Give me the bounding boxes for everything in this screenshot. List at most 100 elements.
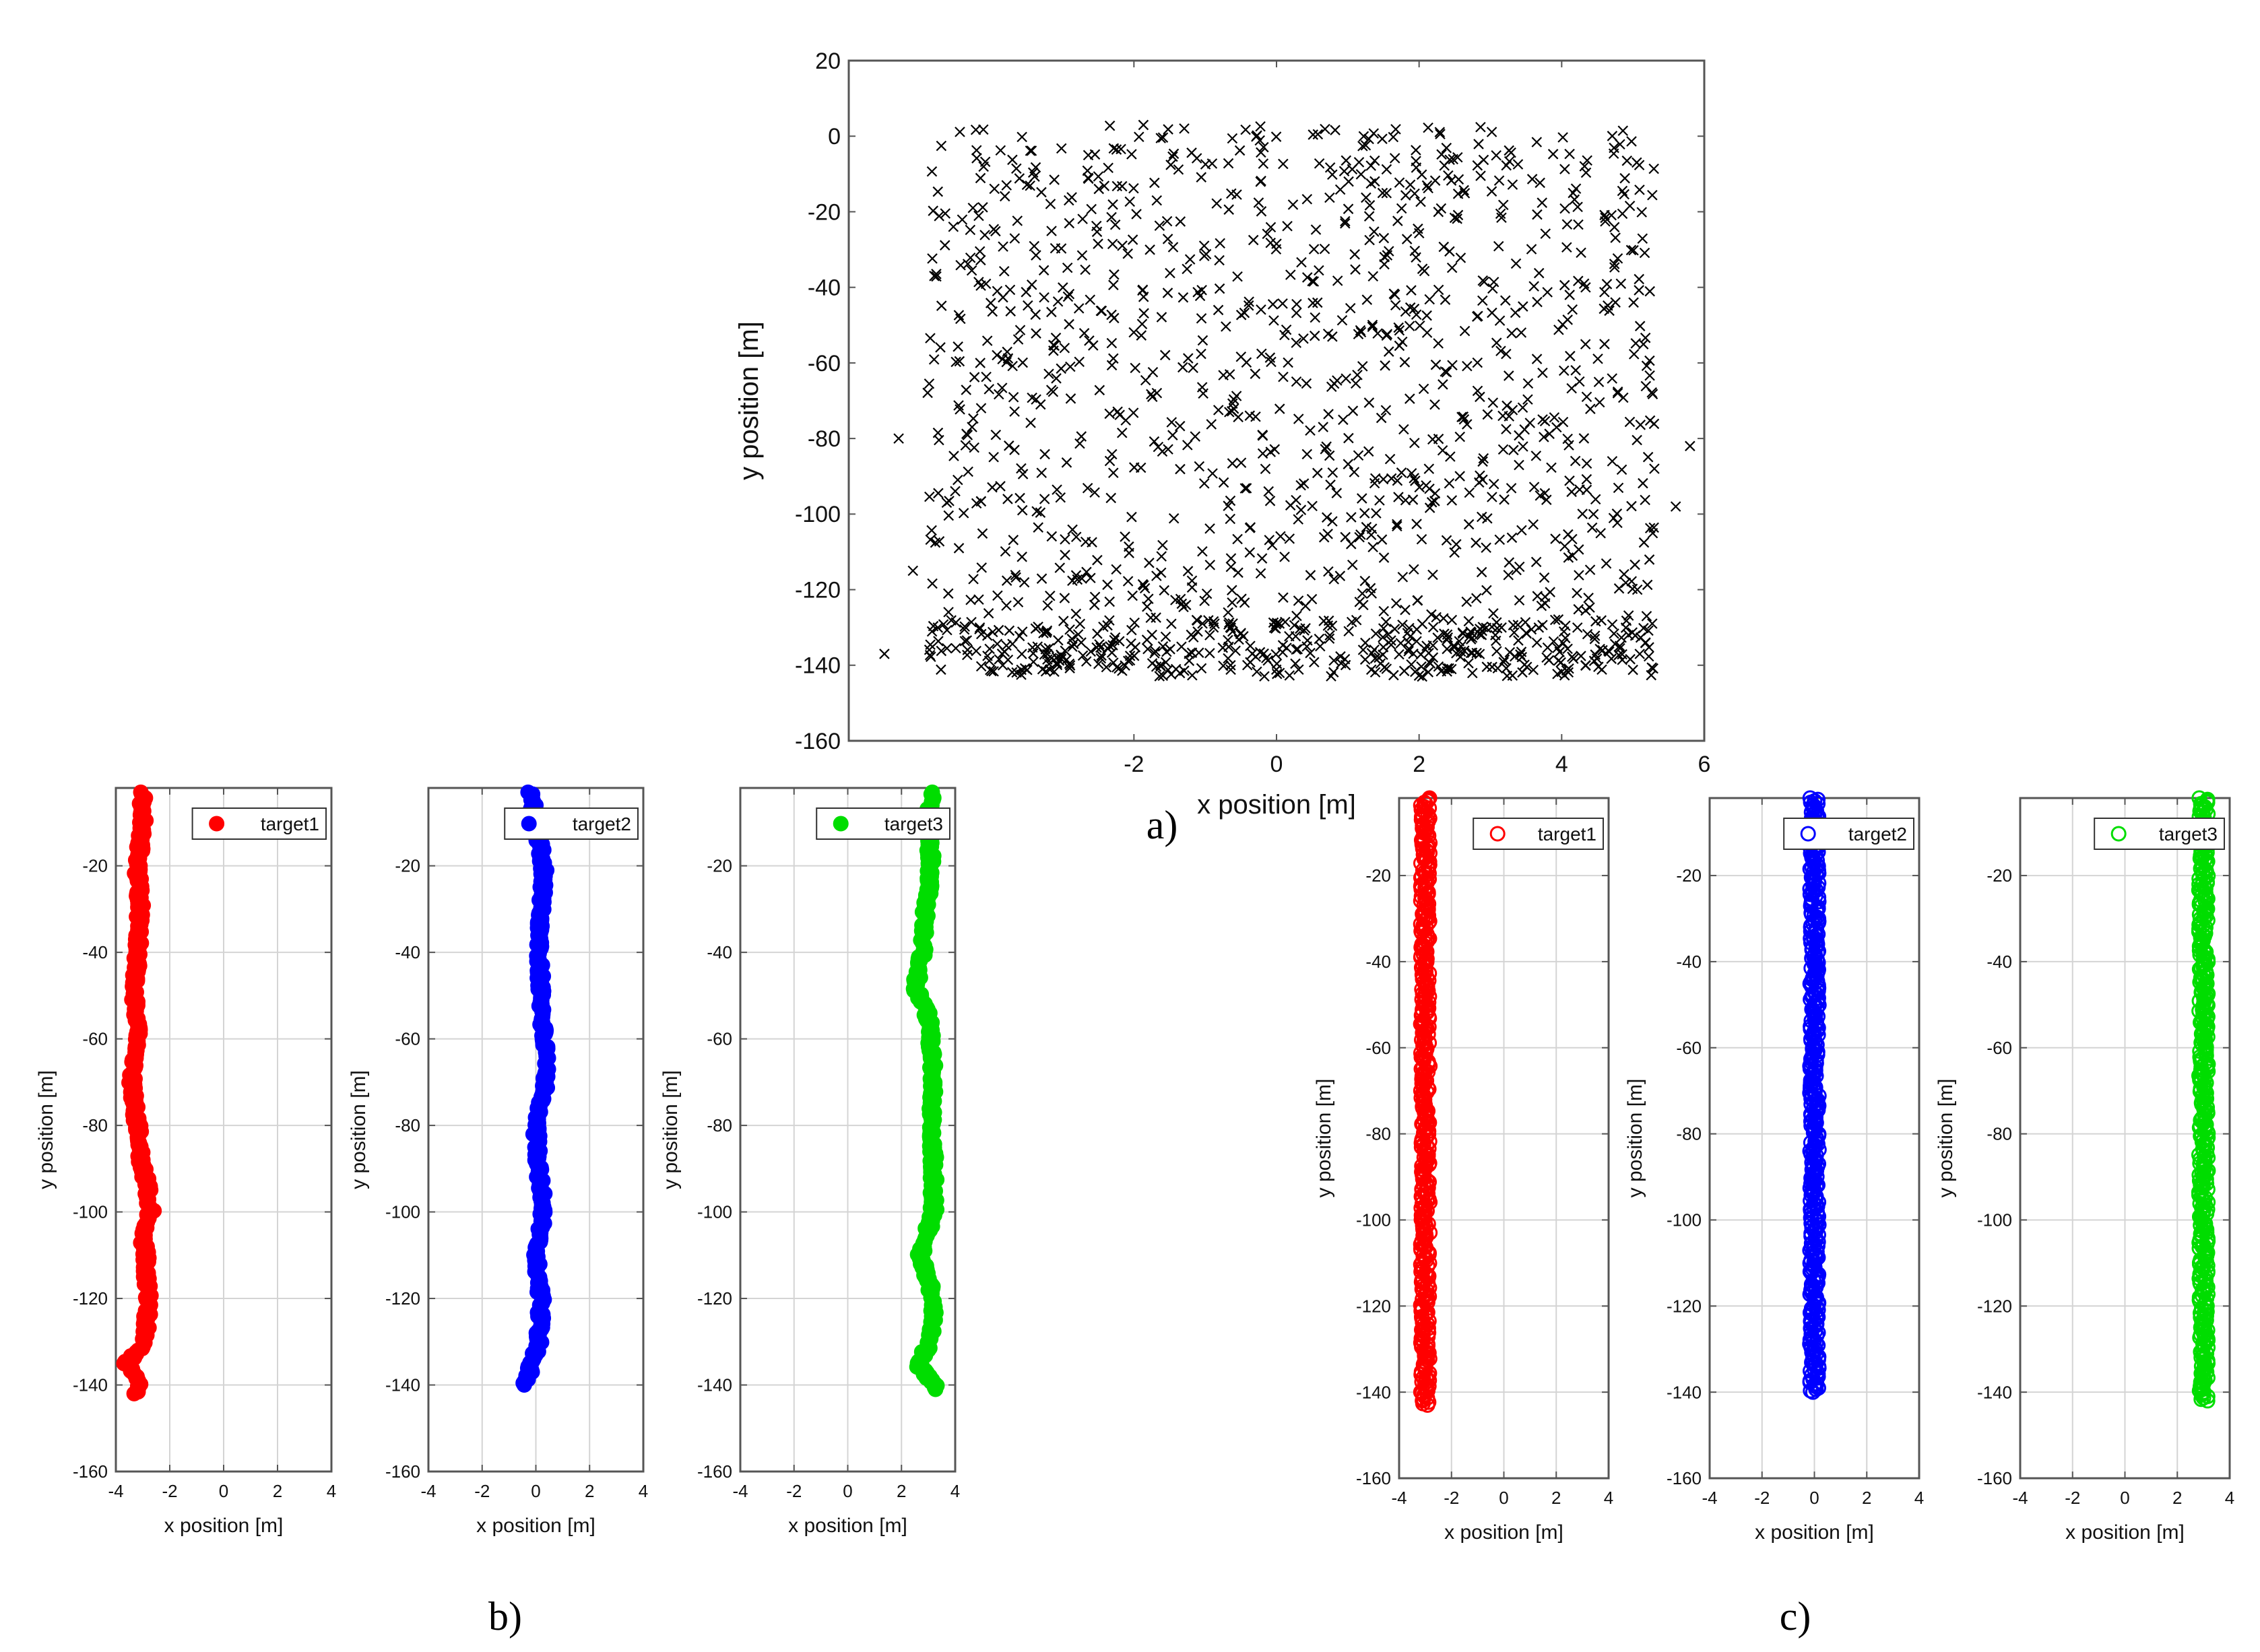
scatter-point — [1386, 473, 1397, 484]
scatter-point — [1012, 334, 1024, 345]
y-axis-label: y position [m] — [348, 1070, 370, 1189]
scatter-point — [1336, 315, 1348, 326]
scatter-point — [1640, 494, 1650, 506]
scatter-point — [1361, 294, 1373, 305]
scatter-point — [1046, 226, 1057, 236]
scatter-point — [1089, 149, 1101, 160]
scatter-point — [936, 645, 947, 657]
scatter-point — [1573, 544, 1584, 555]
scatter-point — [1011, 667, 1022, 678]
scatter-point — [940, 208, 951, 219]
scatter-point — [1433, 284, 1444, 296]
scatter-point — [943, 607, 954, 618]
scatter-point — [955, 127, 965, 137]
scatter-point — [1196, 348, 1206, 360]
scatter-point — [971, 145, 982, 156]
legend-box — [816, 807, 950, 840]
scatter-point — [1494, 315, 1506, 326]
scatter-point — [1411, 162, 1422, 173]
scatter-point — [1417, 263, 1428, 274]
scatter-point — [1635, 420, 1646, 430]
scatter-point — [1072, 629, 1084, 640]
scatter-point — [1238, 631, 1249, 642]
x-tick-label: -2 — [1444, 1488, 1459, 1508]
scatter-point — [936, 664, 946, 675]
y-tick-label: -160 — [385, 1461, 420, 1482]
scatter-point — [1639, 247, 1650, 259]
scatter-point — [1031, 506, 1042, 517]
scatter-point — [1067, 575, 1078, 587]
scatter-point — [1392, 216, 1403, 226]
scatter-point — [1065, 361, 1076, 372]
scatter-point — [1204, 630, 1215, 640]
scatter-point — [1095, 305, 1107, 317]
scatter-point — [1318, 616, 1329, 626]
scatter-point — [1612, 388, 1623, 399]
scatter-point — [1147, 658, 1158, 669]
scatter-point — [1074, 438, 1085, 449]
scatter-point — [1421, 327, 1433, 338]
scatter-point — [1456, 411, 1467, 422]
scatter-point — [1641, 611, 1652, 622]
scatter-point — [1291, 298, 1302, 310]
scatter-point — [1223, 634, 1233, 646]
scatter-point — [1504, 370, 1514, 381]
scatter-point — [1486, 127, 1497, 137]
scatter-point — [1107, 640, 1118, 651]
scatter-point — [1147, 391, 1158, 402]
scatter-point — [1223, 204, 1234, 215]
scatter-point — [1452, 152, 1463, 163]
scatter-point — [1021, 286, 1032, 298]
x-tick-label: -2 — [162, 1481, 177, 1501]
scatter-point — [1016, 649, 1027, 659]
scatter-point — [1089, 487, 1100, 498]
scatter-point — [1355, 529, 1366, 540]
scatter-point — [1429, 399, 1440, 410]
scatter-point — [1578, 433, 1590, 444]
scatter-point — [1514, 459, 1524, 471]
scatter-point — [1227, 133, 1238, 144]
scatter-point — [1615, 278, 1627, 290]
scatter-point — [1042, 600, 1054, 611]
scatter-point — [1289, 620, 1300, 631]
scatter-point — [1046, 531, 1058, 542]
scatter-point — [1537, 620, 1548, 630]
scatter-point — [1312, 467, 1323, 479]
scatter-point — [1060, 645, 1071, 657]
scatter-point — [1629, 559, 1640, 570]
scatter-point — [1184, 655, 1195, 666]
x-tick-label: 2 — [585, 1481, 594, 1501]
scatter-point — [1491, 150, 1502, 161]
scatter-point — [950, 642, 961, 654]
scatter-point — [1233, 567, 1244, 579]
scatter-point — [1532, 296, 1543, 308]
scatter-point — [1345, 302, 1356, 314]
scatter-point — [1498, 657, 1509, 667]
scatter-point — [1122, 248, 1133, 259]
scatter-point — [1423, 122, 1433, 133]
scatter-point — [1021, 179, 1033, 191]
y-tick-label: -120 — [1977, 1296, 2012, 1316]
scatter-point — [1293, 595, 1304, 606]
scatter-point — [1524, 418, 1536, 428]
scatter-point — [1151, 195, 1163, 206]
scatter-point — [1573, 603, 1584, 615]
scatter-point — [1258, 648, 1269, 659]
scatter-point — [1501, 424, 1512, 435]
scatter-point — [1519, 424, 1530, 435]
scatter-point — [1400, 494, 1411, 506]
scatter-point — [1150, 646, 1161, 657]
scatter-point — [1328, 574, 1339, 585]
scatter-point — [1188, 632, 1199, 643]
scatter-point — [1588, 655, 1600, 667]
scatter-point — [1073, 303, 1085, 314]
scatter-point — [1394, 649, 1405, 660]
scatter-point — [1327, 169, 1338, 180]
scatter-point — [1506, 328, 1517, 339]
scatter-point — [1463, 519, 1475, 530]
track-point — [2193, 1391, 2209, 1408]
scatter-point — [1522, 378, 1534, 389]
scatter-point — [1614, 640, 1625, 651]
scatter-point — [1570, 455, 1581, 467]
